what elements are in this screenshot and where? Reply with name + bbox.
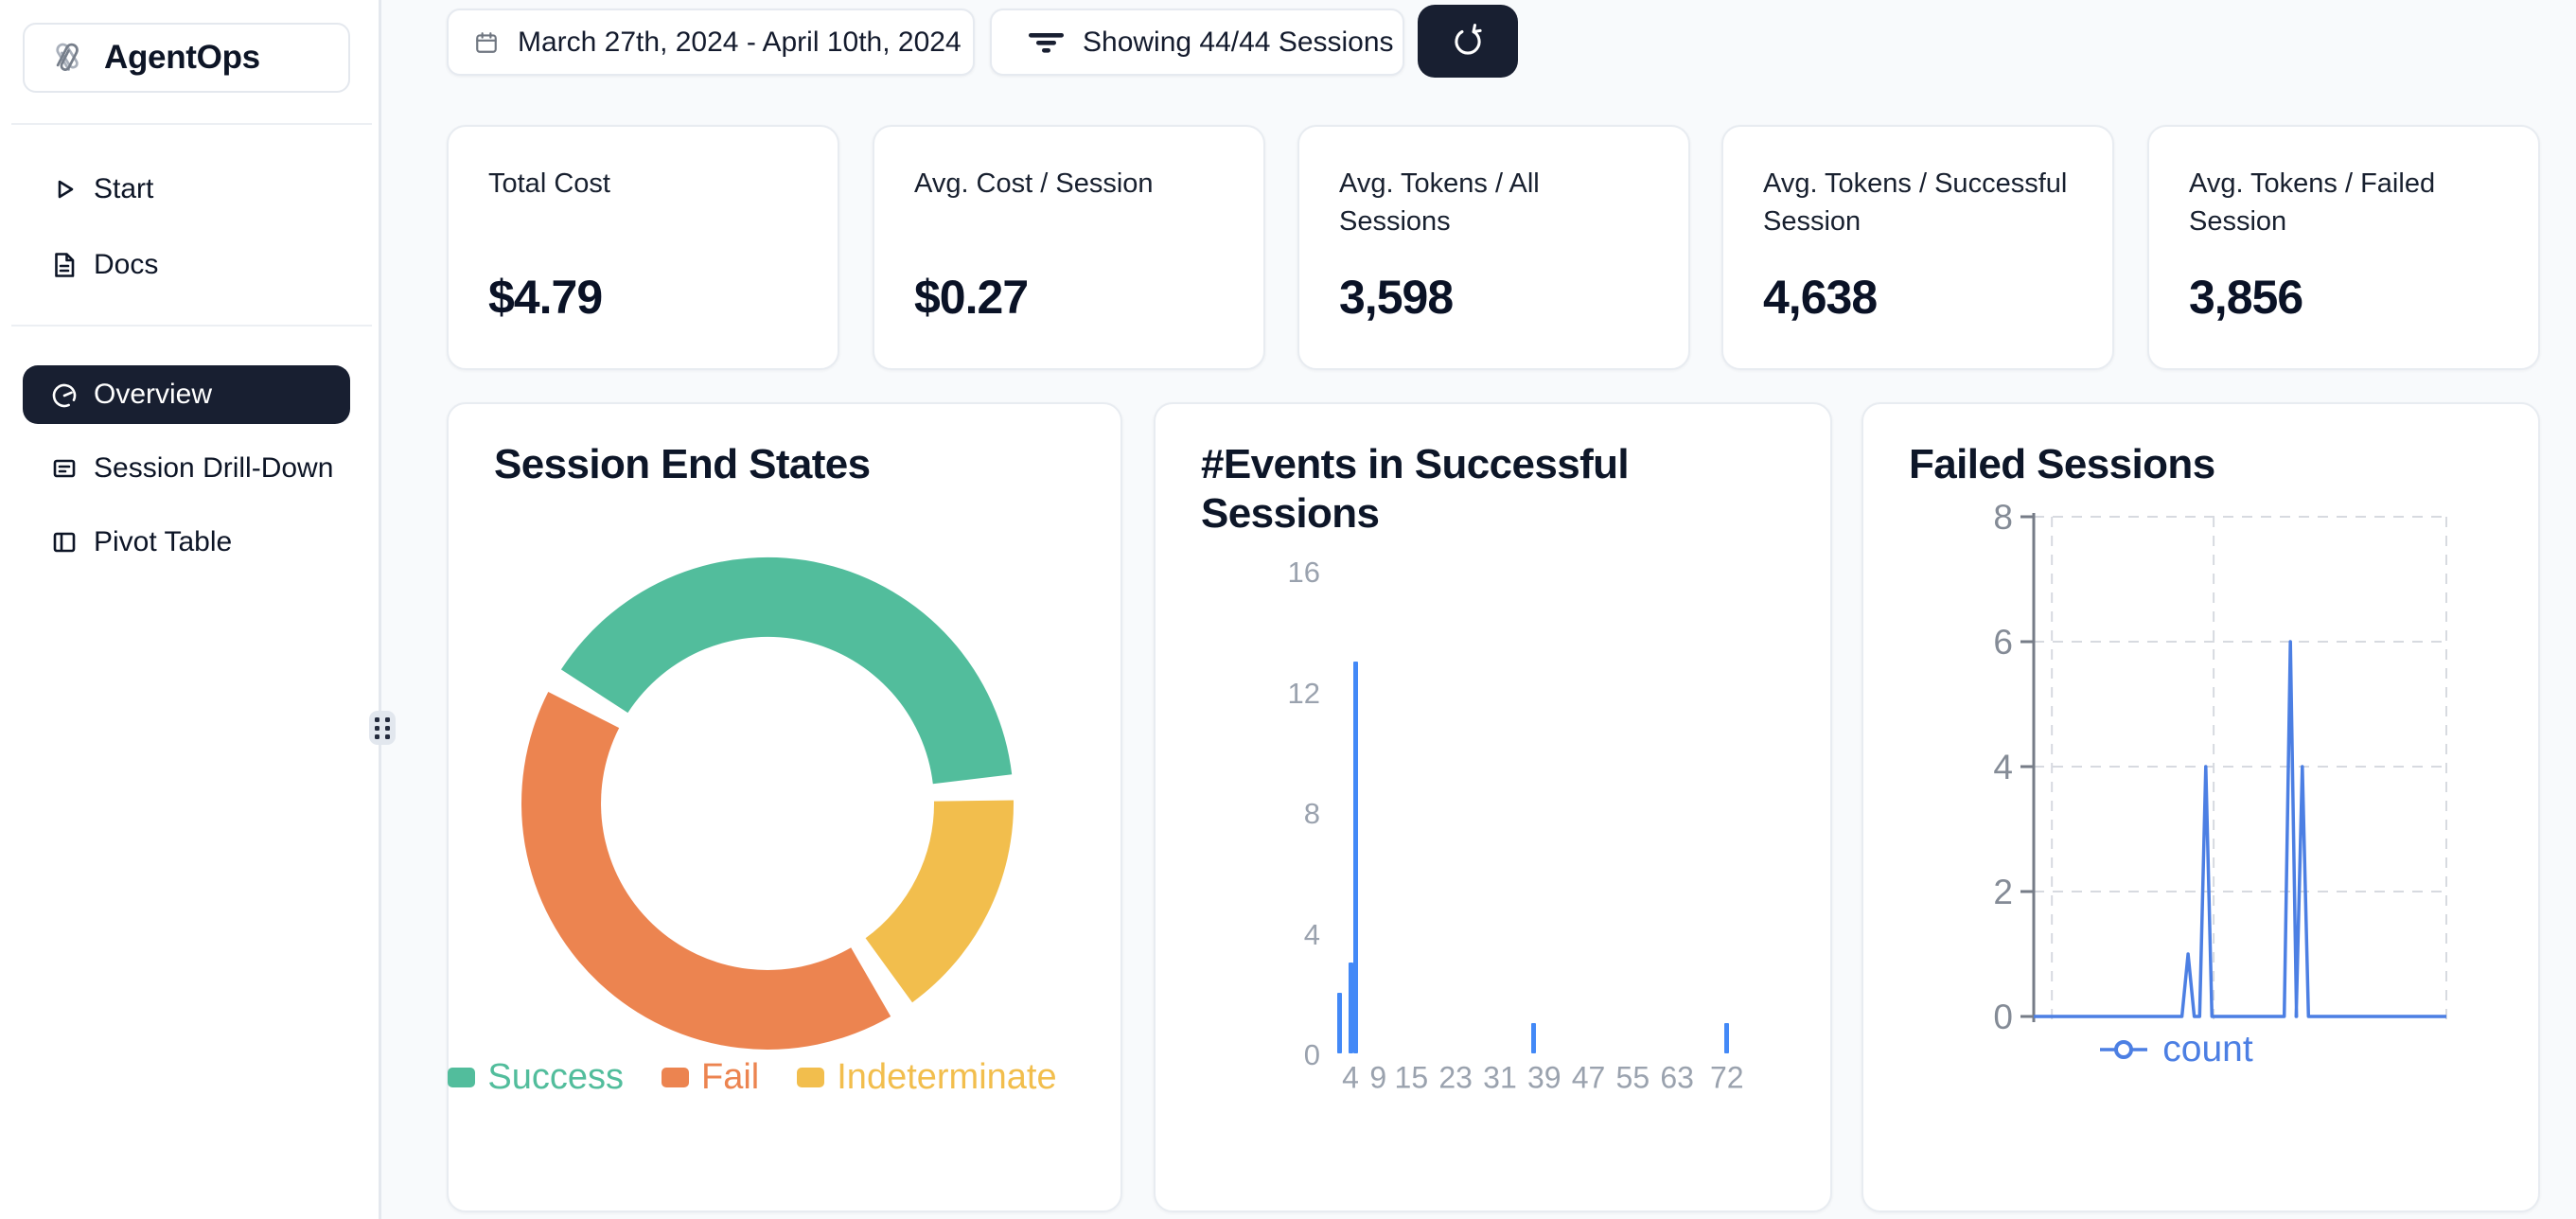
y-axis-tick: 8: [1993, 498, 2013, 537]
y-axis-tick: 4: [1993, 748, 2013, 786]
legend-item-indeterminate[interactable]: Indeterminate: [797, 1057, 1057, 1098]
divider: [11, 123, 372, 125]
sidebar-item-pivot-table[interactable]: Pivot Table: [23, 513, 350, 572]
events-histogram-card: #Events in Successful Sessions 0 4 8 12 16 4 9…: [1154, 402, 1832, 1212]
stat-label: Avg. Tokens / Successful Session: [1763, 168, 2068, 238]
sidebar-item-label: Overview: [94, 379, 213, 410]
refresh-icon: [1447, 21, 1489, 62]
columns-icon: [49, 527, 79, 557]
document-icon: [49, 250, 79, 280]
histogram-bar[interactable]: [1336, 993, 1342, 1053]
play-icon: [49, 174, 79, 204]
y-axis-tick: 0: [1303, 1038, 1320, 1071]
sidebar-item-session-drill-down[interactable]: Session Drill-Down: [23, 439, 350, 498]
failed-legend-count[interactable]: count: [1977, 1029, 2374, 1070]
success-swatch: [448, 1068, 476, 1087]
x-axis-tick: 72: [1710, 1060, 1744, 1095]
y-axis-tick: 12: [1287, 676, 1320, 710]
count-line-series[interactable]: [2034, 640, 2446, 1018]
sidebar-resize-handle[interactable]: [369, 711, 396, 745]
refresh-button[interactable]: [1418, 5, 1518, 78]
legend-item-fail[interactable]: Fail: [662, 1057, 759, 1098]
stat-value: $0.27: [914, 271, 1029, 324]
line-series-marker-icon: [2098, 1037, 2149, 1062]
x-axis-tick: 39: [1526, 1060, 1561, 1095]
chart-title: #Events in Successful Sessions: [1201, 441, 1630, 537]
app-title: AgentOps: [104, 39, 260, 76]
stat-card-avg-tokens-successful: Avg. Tokens / Successful Session 4,638: [1721, 125, 2114, 370]
donut-segment-indeterminate[interactable]: [865, 800, 1015, 1003]
y-axis-tick: 8: [1303, 797, 1320, 831]
app-logo[interactable]: AgentOps: [23, 23, 350, 93]
donut-chart: [521, 556, 1015, 1050]
donut-segment-success[interactable]: [560, 556, 1013, 785]
legend-label: Fail: [701, 1057, 760, 1097]
x-axis-tick: 55: [1615, 1060, 1650, 1095]
stat-label: Avg. Cost / Session: [914, 168, 1154, 199]
stat-label: Avg. Tokens / Failed Session: [2189, 168, 2436, 238]
sidebar-item-label: Pivot Table: [94, 526, 233, 557]
sidebar-item-label: Docs: [94, 249, 159, 280]
failed-sessions-card: Failed Sessions 0 2 4 6 8 count: [1861, 402, 2540, 1212]
gauge-icon: [49, 380, 79, 410]
paperclip-logo-icon: [45, 36, 89, 80]
legend-label: Success: [487, 1057, 625, 1097]
list-icon: [49, 453, 79, 484]
stat-value: 3,856: [2189, 271, 2303, 324]
histogram-bar[interactable]: [1353, 661, 1359, 1053]
stat-card-total-cost: Total Cost $4.79: [447, 125, 839, 370]
x-axis-tick: 23: [1438, 1060, 1473, 1095]
calendar-icon: [474, 30, 499, 55]
x-axis-tick: 15: [1394, 1060, 1429, 1095]
stat-value: 4,638: [1763, 271, 1878, 324]
x-axis-tick: 31: [1483, 1060, 1517, 1095]
date-range-button[interactable]: March 27th, 2024 - April 10th, 2024: [447, 9, 975, 76]
y-axis-tick: 6: [1993, 623, 2013, 662]
sidebar-item-start[interactable]: Start: [23, 160, 350, 219]
x-axis-tick: 47: [1571, 1060, 1606, 1095]
donut-segment-fail[interactable]: [521, 692, 891, 1050]
stat-value: $4.79: [488, 271, 603, 324]
failed-sessions-chart: 0 2 4 6 8: [1993, 498, 2447, 1036]
stat-card-avg-tokens-all: Avg. Tokens / All Sessions 3,598: [1297, 125, 1690, 370]
filter-icon: [1028, 28, 1066, 57]
stat-value: 3,598: [1339, 271, 1454, 324]
sidebar-item-docs[interactable]: Docs: [23, 236, 350, 294]
y-axis-tick: 4: [1303, 917, 1320, 951]
fail-swatch: [662, 1068, 690, 1087]
histogram-bar[interactable]: [1530, 1023, 1536, 1053]
histogram-bar[interactable]: [1348, 963, 1353, 1053]
y-axis-tick: 16: [1287, 556, 1320, 590]
donut-legend: Success Fail Indeterminate: [448, 1057, 1120, 1098]
stat-card-avg-tokens-failed: Avg. Tokens / Failed Session 3,856: [2147, 125, 2540, 370]
session-filter-button[interactable]: Showing 44/44 Sessions: [990, 9, 1404, 76]
events-histogram: 0 4 8 12 16 4 9 15 23 31 39 47 55 63 72: [1156, 404, 1830, 1210]
x-axis-tick: 63: [1660, 1060, 1694, 1095]
sidebar-item-overview[interactable]: Overview: [23, 365, 350, 424]
chart-title: Failed Sessions: [1909, 441, 2215, 487]
x-axis-tick: 9: [1369, 1060, 1387, 1095]
stat-label: Avg. Tokens / All Sessions: [1339, 168, 1540, 238]
session-filter-label: Showing 44/44 Sessions: [1083, 26, 1394, 58]
stat-label: Total Cost: [488, 168, 610, 199]
sidebar: AgentOps Start Docs Overview: [0, 0, 381, 1219]
main-content: March 27th, 2024 - April 10th, 2024 Show…: [381, 0, 2576, 1219]
histogram-bar[interactable]: [1724, 1023, 1730, 1053]
sidebar-item-label: Start: [94, 173, 154, 204]
y-axis-tick: 2: [1993, 873, 2013, 911]
legend-label: count: [2162, 1029, 2253, 1069]
session-end-states-card: Session End States Success Fail Indeterm…: [447, 402, 1122, 1212]
legend-label: Indeterminate: [837, 1057, 1057, 1097]
stat-card-avg-cost: Avg. Cost / Session $0.27: [873, 125, 1265, 370]
chart-title: Session End States: [494, 441, 871, 487]
y-axis-tick: 0: [1993, 998, 2013, 1036]
indeterminate-swatch: [797, 1068, 825, 1087]
divider: [11, 325, 372, 327]
sidebar-item-label: Session Drill-Down: [94, 452, 334, 484]
legend-item-success[interactable]: Success: [448, 1057, 624, 1098]
x-axis-tick: 4: [1342, 1060, 1359, 1095]
date-range-label: March 27th, 2024 - April 10th, 2024: [518, 26, 962, 58]
